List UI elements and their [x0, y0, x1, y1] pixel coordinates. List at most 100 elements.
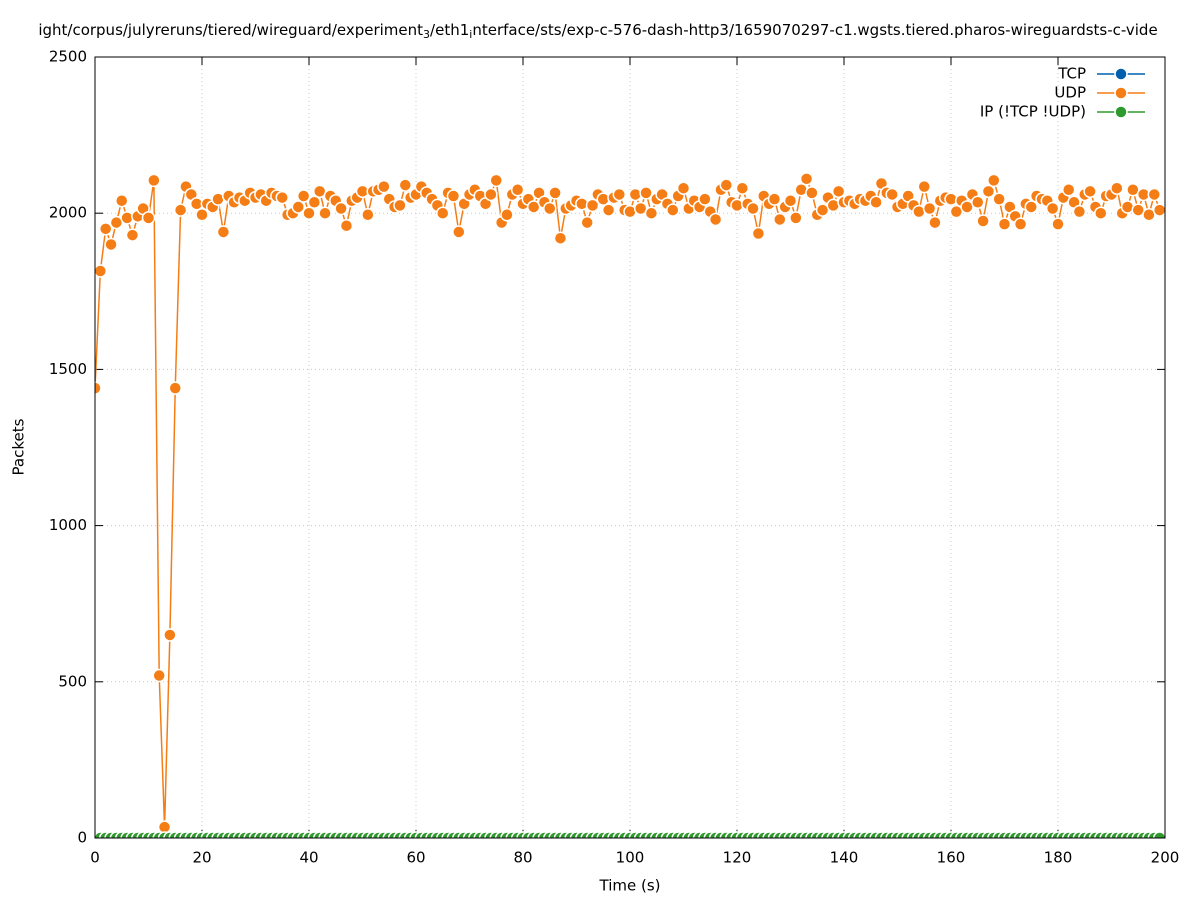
- data-point: [1147, 187, 1162, 202]
- data-point: [1051, 217, 1065, 231]
- data-point: [95, 381, 102, 395]
- chart-title: ight/corpus/julyreruns/tiered/wireguard/…: [38, 21, 1157, 42]
- data-point: [1024, 200, 1038, 214]
- grid: 0 500 1000 1500 2000 2500 0 20 40 60 80 100 120 140 16…: [49, 48, 1180, 867]
- plot-border: [94, 56, 1166, 839]
- legend-marker: [1114, 105, 1128, 119]
- data-point: [1152, 831, 1165, 838]
- data-point: [318, 206, 332, 220]
- data-point: [580, 215, 594, 230]
- data-point: [783, 193, 798, 208]
- data-point: [398, 178, 413, 192]
- data-point: [361, 208, 375, 222]
- data-point: [922, 201, 937, 216]
- data-point: [1013, 217, 1028, 231]
- data-point: [708, 212, 723, 227]
- data-point: [997, 217, 1012, 231]
- x-tick-label: 180: [1044, 849, 1073, 867]
- data-point: [1072, 204, 1087, 219]
- y-axis-label: Packets: [10, 418, 28, 475]
- data-point: [746, 201, 760, 216]
- data-point: [885, 187, 899, 202]
- data-point: [773, 212, 787, 227]
- data-point: [585, 198, 600, 213]
- data-point: [452, 225, 466, 239]
- data-point: [553, 231, 568, 245]
- data-point: [393, 198, 407, 213]
- data-point: [987, 173, 1001, 188]
- data-point: [612, 187, 627, 202]
- x-tick-label: 60: [406, 849, 425, 867]
- data-point: [147, 173, 161, 188]
- data-point: [307, 195, 322, 210]
- legend-label: TCP: [1057, 65, 1086, 83]
- y-tick-label: 0: [77, 829, 87, 847]
- data-point: [548, 186, 562, 200]
- data-point: [981, 184, 996, 199]
- x-tick-label: 160: [937, 849, 966, 867]
- data-point: [302, 206, 316, 220]
- x-tick-label: 200: [1151, 849, 1180, 867]
- data-point: [928, 215, 942, 230]
- legend-label: UDP: [1054, 84, 1086, 102]
- data-point: [735, 181, 750, 195]
- y-tick-label: 1000: [49, 516, 87, 534]
- data-point: [500, 208, 514, 222]
- x-axis-label: Time (s): [599, 877, 661, 895]
- data-point: [698, 192, 712, 206]
- x-tick-label: 20: [192, 849, 211, 867]
- data-point: [831, 184, 846, 199]
- data-point: [163, 628, 177, 642]
- data-point: [173, 203, 188, 217]
- legend-label: IP (!TCP !UDP): [980, 103, 1086, 121]
- data-point: [141, 211, 156, 225]
- data-point: [789, 211, 803, 225]
- data-point: [377, 179, 391, 194]
- data-point: [1094, 206, 1108, 220]
- data-point: [339, 218, 354, 233]
- series-line: [95, 176, 1161, 828]
- legend-marker: [1114, 67, 1128, 81]
- data-point: [95, 264, 108, 278]
- x-tick-label: 0: [90, 849, 100, 867]
- data-point: [152, 668, 166, 683]
- data-point: [125, 228, 140, 242]
- data-point: [296, 189, 311, 203]
- x-tick-label: 40: [299, 849, 318, 867]
- data-point: [869, 195, 883, 210]
- data-point: [1045, 201, 1060, 216]
- data-point: [976, 214, 990, 228]
- data-point: [601, 203, 616, 217]
- data-point: [917, 179, 931, 194]
- data-point: [291, 200, 306, 214]
- x-tick-label: 140: [830, 849, 859, 867]
- legend-marker: [1114, 86, 1128, 100]
- data-point: [489, 173, 503, 188]
- data-point: [195, 208, 209, 222]
- data-point: [446, 189, 461, 203]
- data-point: [436, 206, 450, 220]
- data-point: [1110, 181, 1124, 195]
- data-point: [1061, 183, 1076, 197]
- data-point: [666, 203, 680, 217]
- y-tick-label: 1500: [49, 360, 87, 378]
- y-tick-label: 2000: [49, 204, 87, 222]
- data-point: [510, 183, 525, 197]
- x-tick-label: 120: [723, 849, 752, 867]
- data-point: [992, 192, 1006, 206]
- data-point: [971, 195, 985, 210]
- plot-area: [95, 172, 1165, 838]
- data-point: [104, 237, 118, 252]
- data-point: [805, 186, 819, 200]
- y-tick-label: 2500: [49, 48, 87, 66]
- data-point: [484, 187, 498, 202]
- y-tick-label: 500: [58, 672, 87, 690]
- data-point: [751, 226, 766, 241]
- x-tick-label: 80: [513, 849, 532, 867]
- data-point: [543, 201, 557, 216]
- data-point: [644, 206, 659, 220]
- data-point: [275, 190, 289, 205]
- data-point: [639, 186, 653, 200]
